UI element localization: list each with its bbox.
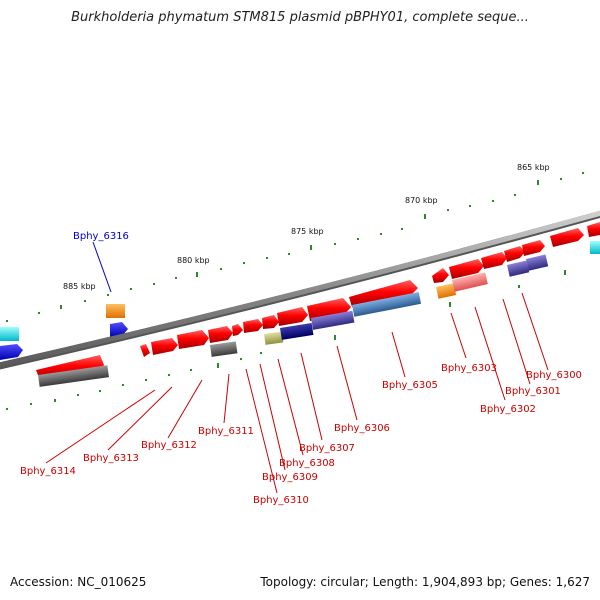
label-bphy-6301: Bphy_6301 xyxy=(505,386,561,397)
gene-olive-6309 xyxy=(263,331,284,345)
gene-purple-6300 xyxy=(526,254,549,271)
gene-purple-6307 xyxy=(311,310,355,330)
label-bphy-6310: Bphy_6310 xyxy=(253,495,309,506)
gene-steel-6306 xyxy=(352,292,422,317)
label-bphy-6308: Bphy_6308 xyxy=(279,458,335,469)
inner-tick-ring xyxy=(6,270,566,410)
kbp-label-875: 875 kbp xyxy=(291,227,324,236)
forward-genes xyxy=(36,222,600,380)
label-bphy-6303: Bphy_6303 xyxy=(441,363,497,374)
outer-tick-ring xyxy=(6,172,584,322)
label-bphy-6305: Bphy_6305 xyxy=(382,380,438,391)
leader-line-6316 xyxy=(92,241,112,293)
label-bphy-6312: Bphy_6312 xyxy=(141,440,197,451)
gene-cyan-right xyxy=(590,241,600,254)
gene-blue-6316 xyxy=(110,322,128,337)
label-bphy-6316: Bphy_6316 xyxy=(73,231,129,242)
topology-summary: Topology: circular; Length: 1,904,893 bp… xyxy=(260,575,590,589)
kbp-label-880: 880 kbp xyxy=(177,256,210,265)
label-bphy-6300: Bphy_6300 xyxy=(526,370,582,381)
kbp-label-885: 885 kbp xyxy=(63,282,96,291)
kbp-label-865: 865 kbp xyxy=(517,163,550,172)
gene-gray-6314 xyxy=(38,365,109,387)
label-bphy-6311: Bphy_6311 xyxy=(198,426,254,437)
label-bphy-6313: Bphy_6313 xyxy=(83,453,139,464)
gene-purple-6301 xyxy=(507,260,530,277)
leader-lines xyxy=(45,292,549,494)
label-bphy-6306: Bphy_6306 xyxy=(334,423,390,434)
kbp-label-870: 870 kbp xyxy=(405,196,438,205)
accession-label: Accession: NC_010625 xyxy=(10,575,147,589)
label-bphy-6314: Bphy_6314 xyxy=(20,466,76,477)
gene-gray-6311 xyxy=(210,341,238,357)
gene-navy-6308 xyxy=(280,322,314,340)
label-bphy-6307: Bphy_6307 xyxy=(299,443,355,454)
gene-orange-6303 xyxy=(436,283,457,299)
backbone xyxy=(0,210,600,368)
gene-orange-6316 xyxy=(106,304,125,318)
gene-cyan-left xyxy=(0,327,19,341)
gene-pink-6302 xyxy=(452,272,488,292)
label-bphy-6302: Bphy_6302 xyxy=(480,404,536,415)
label-bphy-6309: Bphy_6309 xyxy=(262,472,318,483)
map-title: Burkholderia phymatum STM815 plasmid pBP… xyxy=(71,10,529,25)
gene-blue-left xyxy=(0,344,23,360)
